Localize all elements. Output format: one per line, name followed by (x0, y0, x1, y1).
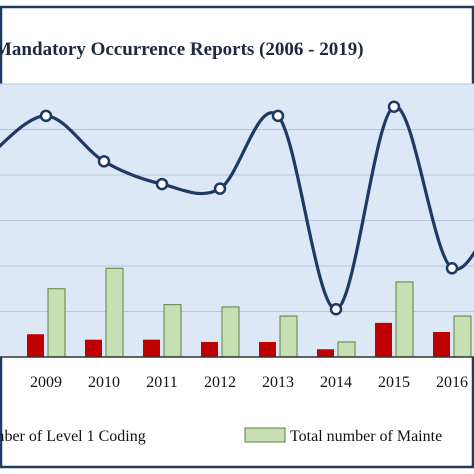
x-tick-label: 2016 (436, 374, 468, 391)
bar-level1-2014 (317, 349, 334, 357)
line-marker-2014 (329, 302, 343, 316)
bars (27, 267, 472, 358)
bar-total-2011 (163, 304, 182, 358)
x-tick-label: 2014 (320, 374, 352, 391)
bar-total-2010 (105, 267, 124, 358)
x-tick-labels: 2009201020112012201320142015201620 (30, 374, 468, 391)
bar-total-2014 (337, 341, 356, 358)
x-tick-label: 2013 (262, 374, 294, 391)
legend-item-level1: mber of Level 1 Coding (0, 428, 146, 445)
line-marker-2010 (97, 155, 111, 168)
x-tick-label: 2012 (204, 374, 236, 391)
gridlines (0, 83, 474, 312)
legend-label-level1: mber of Level 1 Coding (0, 428, 146, 445)
line-marker-2016 (445, 262, 459, 275)
legend: mber of Level 1 Coding Total number of M… (0, 427, 442, 445)
legend-swatch-total (244, 427, 286, 443)
x-tick-label: 2010 (88, 374, 120, 391)
bar-level1-2009 (27, 334, 44, 357)
line-marker-2015 (387, 100, 401, 113)
line-marker-2012 (213, 182, 227, 195)
legend-label-total: Total number of Mainte (290, 428, 442, 445)
bar-total-2012 (221, 306, 240, 358)
bar-total-2015 (395, 281, 414, 358)
bar-level1-2015 (375, 322, 392, 357)
bar-level1-2012 (201, 341, 218, 357)
bar-level1-2016 (433, 331, 450, 357)
bar-total-2013 (279, 315, 298, 358)
bar-level1-2010 (85, 339, 102, 357)
bar-level1-2013 (259, 341, 276, 357)
bar-total-2016 (453, 315, 472, 358)
x-tick-label: 2011 (146, 374, 177, 391)
legend-item-total: Total number of Mainte (244, 427, 442, 445)
x-tick-label: 2015 (378, 374, 410, 391)
bar-total-2009 (47, 288, 66, 358)
line-markers (39, 100, 459, 316)
line-marker-2009 (39, 109, 53, 123)
x-tick-label: 2009 (30, 374, 62, 391)
chart-title: Mandatory Occurrence Reports (2006 - 201… (0, 39, 364, 60)
bar-level1-2011 (143, 339, 160, 357)
line-marker-2013 (271, 109, 285, 123)
line-marker-2011 (155, 177, 169, 191)
